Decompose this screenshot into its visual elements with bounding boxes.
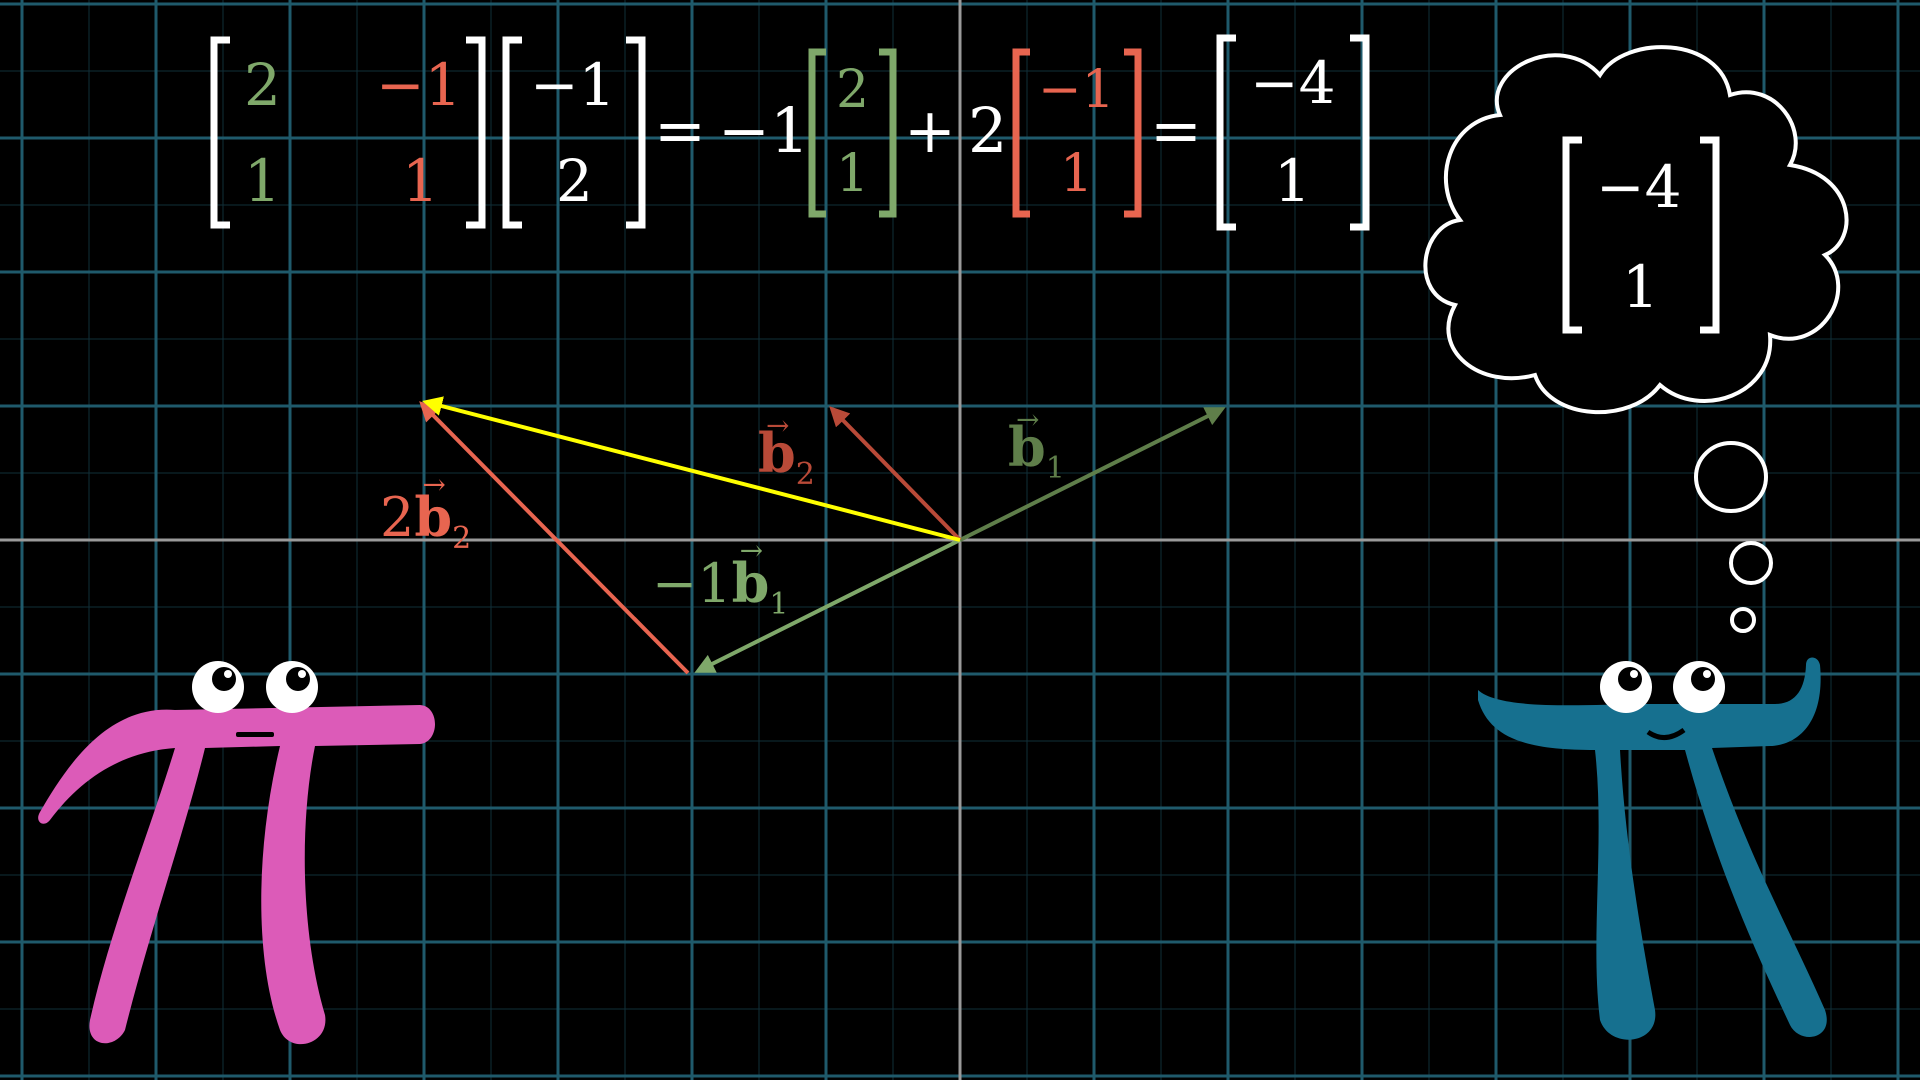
blue-mouth (1646, 727, 1686, 740)
col1-left-bracket (808, 48, 826, 218)
thought-left-bracket (1562, 136, 1582, 334)
vector-b1 (959, 407, 1226, 542)
vector-result (422, 396, 961, 542)
coefficient-1: −1 (718, 94, 810, 167)
equals-sign-2: = (1150, 94, 1202, 167)
matrix-left-bracket (210, 36, 230, 229)
vector-left-bracket (502, 36, 522, 229)
thought-bottom: 1 (1622, 253, 1659, 321)
vector-b2 (829, 406, 962, 542)
label-neg-b1: −1 → b1 (652, 534, 789, 622)
label-two-b2: 2 → b2 (380, 468, 472, 556)
col2-left-bracket (1012, 48, 1030, 218)
vector-entry-y: 2 (556, 147, 593, 215)
vector-two-b2 (419, 401, 690, 675)
matrix-entry-a: 2 (244, 51, 281, 119)
col1-top: 2 (836, 60, 870, 120)
label-b1: → b1 (1008, 403, 1065, 486)
result-left-bracket (1216, 34, 1236, 231)
matrix-entry-d: 1 (402, 147, 439, 215)
thought-top: −4 (1596, 153, 1682, 221)
thought-right-bracket (1700, 136, 1720, 334)
vector-entry-x: −1 (530, 51, 616, 119)
col2-top: −1 (1038, 60, 1115, 120)
equals-sign-1: = (654, 94, 706, 167)
result-top: −4 (1250, 49, 1336, 117)
plus-sign: + (904, 94, 956, 167)
pink-mouth (236, 732, 274, 737)
blue-eyes (1600, 661, 1725, 713)
col2-bottom: 1 (1060, 144, 1094, 204)
col1-bottom: 1 (836, 144, 870, 204)
col2-right-bracket (1124, 48, 1142, 218)
result-bottom: 1 (1274, 147, 1311, 215)
coefficient-2: 2 (968, 94, 1008, 167)
matrix-right-bracket (466, 36, 486, 229)
matrix-entry-b: −1 (376, 51, 462, 119)
matrix-entry-c: 1 (244, 147, 281, 215)
col1-right-bracket (879, 48, 897, 218)
result-right-bracket (1350, 34, 1370, 231)
vector-neg-b1 (694, 538, 961, 673)
vector-right-bracket (626, 36, 646, 229)
label-b2: → b2 (758, 409, 815, 492)
pink-eyes (192, 661, 318, 713)
